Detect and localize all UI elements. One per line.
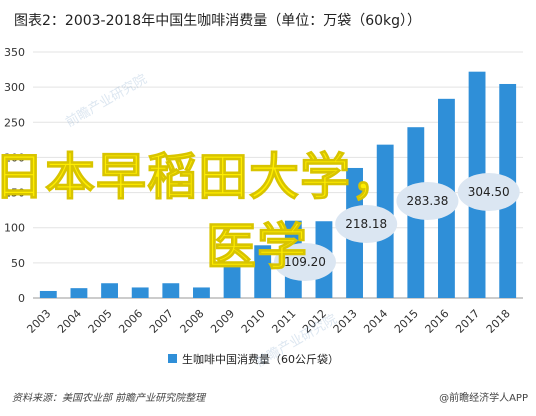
bar-2009 — [223, 266, 241, 298]
annotation-bubble — [457, 173, 520, 211]
overlay-text-line1: 日本早稻田大学， — [0, 148, 402, 206]
annotation-bubble — [273, 243, 336, 281]
x-axis: 2003 2004 2005 2006 2007 2008 2009 2010 2011 2012… — [24, 307, 512, 336]
bar-2010 — [254, 245, 272, 298]
x-tick-label: 2010 — [239, 307, 268, 336]
y-axis: 0 50 100 150 200 250 300 350 — [4, 46, 25, 305]
data-label: 218.18 — [345, 217, 387, 231]
x-tick-label: 2017 — [453, 307, 482, 336]
y-tick-label: 200 — [4, 151, 25, 164]
y-tick-label: 350 — [4, 46, 25, 59]
data-label: 109.20 — [284, 255, 326, 269]
data-label: 283.38 — [406, 194, 448, 208]
y-tick-label: 250 — [4, 116, 25, 129]
bar-2003 — [39, 290, 57, 298]
y-tick-label: 50 — [11, 257, 25, 270]
annotation-bubbles: 109.20 218.18 283.38 304.50 — [273, 173, 520, 281]
x-tick-label: 2008 — [178, 307, 207, 336]
annotation-bubble — [335, 205, 398, 243]
x-tick-label: 2005 — [86, 307, 115, 336]
annotation-bubble — [396, 182, 459, 220]
data-label: 304.50 — [468, 185, 510, 199]
y-tick-label: 300 — [4, 81, 25, 94]
overlay-text-line2: 医学 — [206, 218, 308, 276]
y-tick-label: 100 — [4, 222, 25, 235]
brand-label: @前瞻经济学人APP — [439, 393, 528, 404]
x-tick-label: 2016 — [423, 307, 452, 336]
legend-swatch — [168, 354, 177, 363]
x-tick-label: 2006 — [116, 307, 145, 336]
x-tick-label: 2018 — [484, 307, 513, 336]
legend-label: 生咖啡中国消费量（60公斤袋） — [182, 352, 339, 366]
bar-2007 — [162, 283, 180, 298]
x-tick-label: 2003 — [24, 307, 53, 336]
x-tick-label: 2007 — [147, 307, 176, 336]
x-tick-label: 2014 — [361, 307, 390, 336]
bar-2005 — [101, 283, 118, 298]
x-tick-label: 2004 — [55, 307, 84, 336]
bar-2004 — [70, 288, 88, 298]
x-tick-label: 2009 — [208, 307, 237, 336]
bar-2008 — [193, 287, 210, 298]
y-tick-label: 0 — [18, 292, 25, 305]
source-note: 资料来源：美国农业部 前瞻产业研究院整理 — [12, 393, 206, 404]
y-tick-label: 150 — [4, 187, 25, 200]
chart-title: 图表2：2003-2018年中国生咖啡消费量（单位：万袋（60kg）） — [14, 13, 422, 29]
legend: 生咖啡中国消费量（60公斤袋） — [168, 352, 339, 366]
bar-2006 — [131, 287, 149, 298]
x-tick-label: 2015 — [392, 307, 421, 336]
